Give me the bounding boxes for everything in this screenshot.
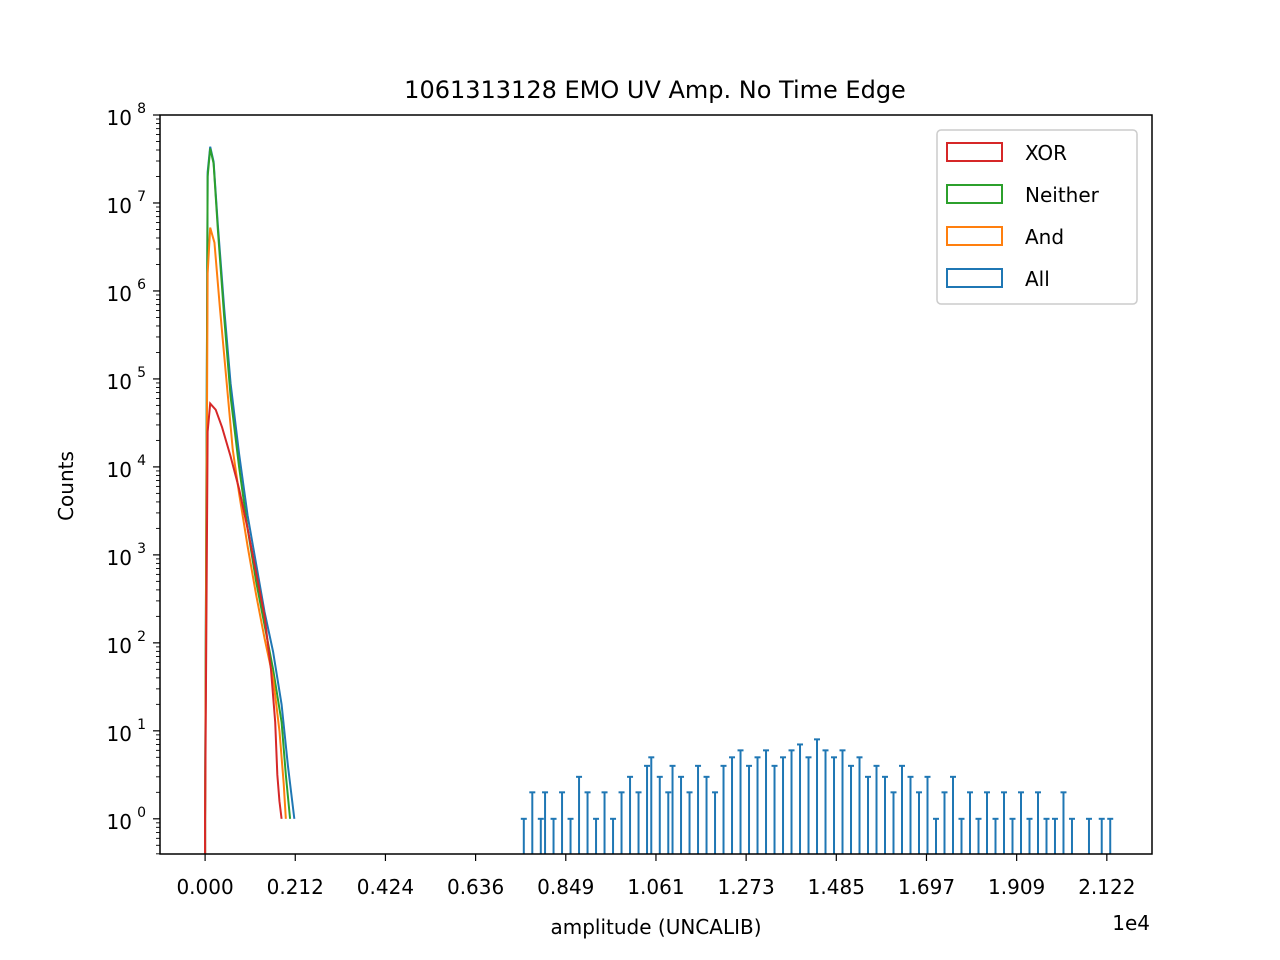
x-tick-label-0: 0.000 [176, 875, 233, 899]
x-tick-label-10: 2.122 [1078, 875, 1135, 899]
y-tick-exponent-8: 8 [137, 101, 146, 117]
legend-label-xor: XOR [1025, 141, 1067, 165]
y-tick-exponent-0: 0 [137, 805, 146, 821]
legend: XOR Neither And All [936, 129, 1138, 305]
y-tick-exponent-1: 1 [137, 717, 146, 733]
y-tick-exponent-2: 2 [137, 629, 146, 645]
x-axis-label: amplitude (UNCALIB) [550, 915, 761, 939]
plot-data-area [204, 146, 1114, 854]
y-tick-label-0: 10 [107, 810, 132, 834]
y-tick-exponent-4: 4 [137, 453, 146, 469]
y-tick-label-3: 10 [107, 546, 132, 570]
y-tick-label-7: 10 [107, 194, 132, 218]
x-tick-label-3: 0.636 [447, 875, 504, 899]
x-tick-label-9: 1.909 [988, 875, 1045, 899]
legend-swatch-and [946, 226, 1003, 246]
y-tick-label-5: 10 [107, 370, 132, 394]
series-line-xor [204, 401, 283, 854]
y-tick-exponent-6: 6 [137, 277, 146, 293]
y-tick-label-2: 10 [107, 634, 132, 658]
x-axis: 0.000 0.212 0.424 0.636 0.849 1.061 1.273 1.485… [176, 854, 1135, 899]
legend-swatch-xor [946, 142, 1003, 162]
y-tick-label-8: 10 [107, 106, 132, 130]
x-tick-label-1: 0.212 [267, 875, 324, 899]
y-tick-label-6: 10 [107, 282, 132, 306]
legend-box [936, 129, 1138, 305]
series-line-and [204, 227, 287, 854]
y-axis-label: Counts [54, 451, 78, 521]
legend-swatch-neither [946, 184, 1003, 204]
series-line-neither [204, 148, 292, 854]
y-tick-exponent-5: 5 [137, 365, 146, 381]
legend-label-and: And [1025, 225, 1064, 249]
chart-title: 1061313128 EMO UV Amp. No Time Edge [404, 76, 906, 104]
y-tick-exponent-3: 3 [137, 541, 146, 557]
x-tick-label-2: 0.424 [357, 875, 414, 899]
y-tick-label-1: 10 [107, 722, 132, 746]
x-tick-label-5: 1.061 [627, 875, 684, 899]
legend-label-all: All [1025, 267, 1050, 291]
y-axis: 10 0 10 1 10 2 10 3 10 4 10 5 10 6 10 7 10 8 [107, 101, 160, 855]
x-tick-label-4: 0.849 [537, 875, 594, 899]
x-tick-label-6: 1.273 [717, 875, 774, 899]
x-axis-offset-label: 1e4 [1112, 911, 1150, 935]
legend-swatch-all [946, 268, 1003, 288]
y-tick-label-4: 10 [107, 458, 132, 482]
x-tick-label-7: 1.485 [808, 875, 865, 899]
legend-label-neither: Neither [1025, 183, 1100, 207]
x-tick-label-8: 1.697 [898, 875, 955, 899]
y-tick-exponent-7: 7 [137, 189, 146, 205]
